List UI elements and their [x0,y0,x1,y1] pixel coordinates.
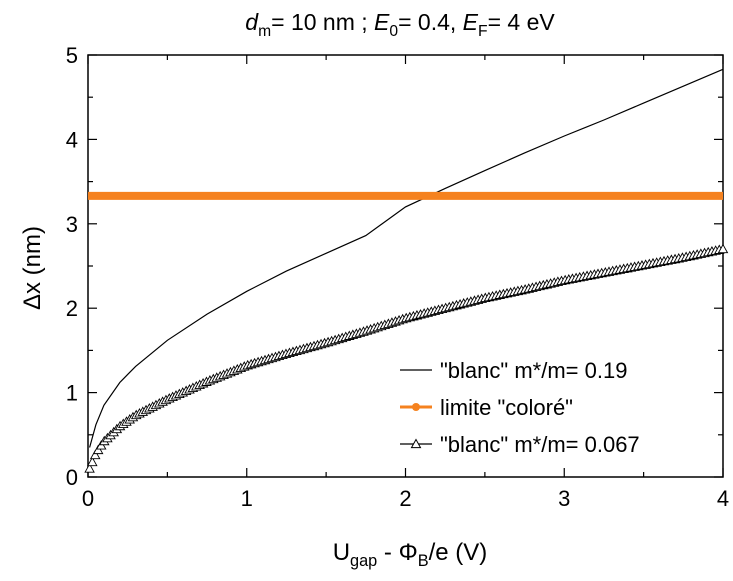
y-axis-label: Δx (nm) [19,226,46,310]
text-part-0: U [333,539,350,566]
legend-marker-circle [412,403,420,411]
text-part-4: /e (V) [429,539,488,566]
legend-marker-triangle [410,438,422,449]
text-part-2: - Φ [377,539,417,566]
legend: "blanc" m*/m= 0.19 limite "coloré" "blanc"… [400,358,640,457]
text-part-2: = 10 nm ; [271,9,374,35]
legend-label: limite "coloré" [440,395,573,420]
series-blanc-019 [89,68,724,448]
y-tick-label: 2 [66,296,78,321]
marker-triangle [89,449,101,460]
y-tick-label: 4 [66,127,78,152]
marker-triangle [92,444,104,455]
text-part-7: F [478,23,488,40]
x-tick-label: 0 [82,486,94,511]
text-part-3: E [374,9,390,35]
chart-title: dm= 10 nm ; E0= 0.4, EF= 4 eV [245,9,555,40]
y-tick-label: 1 [66,381,78,406]
legend-label: "blanc" m*/m= 0.067 [440,432,640,457]
text-part-6: E [463,9,479,35]
text-part-0: d [245,9,259,35]
marker-triangle [84,463,95,473]
text-part-5: = 0.4, [398,9,463,35]
x-tick-label: 3 [558,486,570,511]
y-tick-label: 0 [66,465,78,490]
x-tick-label: 2 [399,486,411,511]
y-tick-label: 5 [66,43,78,68]
x-tick-label: 4 [717,486,729,511]
y-axis: 0 1 2 3 4 5 [66,43,723,490]
series-layer [84,68,729,473]
marker-triangle [717,243,729,254]
x-axis: 0 1 2 3 4 [82,55,729,511]
marker-triangle [87,456,98,467]
text-part-1: gap [350,552,377,570]
text-part-4: 0 [389,23,398,40]
text-part-8: = 4 eV [488,9,556,35]
y-tick-label: 3 [66,212,78,237]
legend-label: "blanc" m*/m= 0.19 [440,358,627,383]
x-tick-label: 1 [241,486,253,511]
text-part-3: B [418,552,429,570]
x-axis-label: Ugap - ΦB/e (V) [333,539,488,570]
text-part-1: m [258,23,271,40]
